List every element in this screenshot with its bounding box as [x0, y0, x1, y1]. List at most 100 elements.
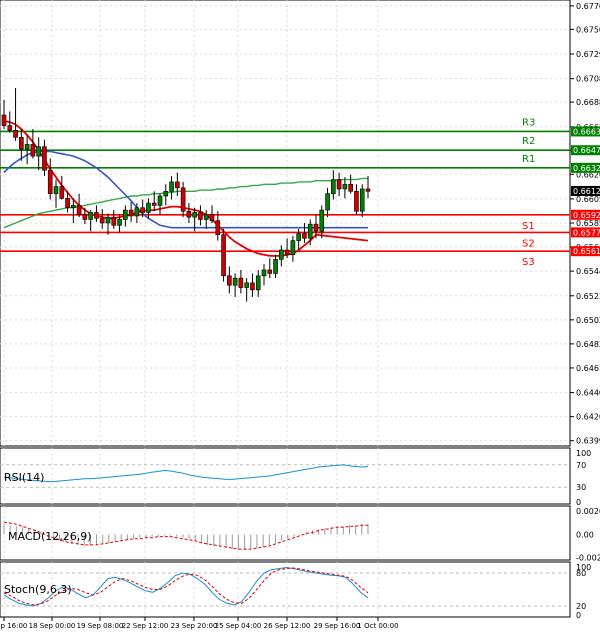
- macd-layer: 0.00263 0.00 -0.00223: [3, 507, 600, 563]
- candle-body: [7, 125, 13, 131]
- ma-fast-line-tail: [315, 233, 369, 242]
- rsi-tick-label: 0: [576, 498, 581, 507]
- price-tick-label: 0.63995: [576, 437, 600, 446]
- x-tick-label: 1 Oct 00:00: [357, 622, 398, 630]
- candle-body: [140, 207, 145, 213]
- candle-body: [319, 209, 325, 232]
- candle-body: [238, 277, 244, 288]
- candle-body: [209, 214, 215, 221]
- price-tick-label: 0.67500: [576, 25, 600, 34]
- candle-body: [180, 187, 186, 212]
- ma-slow-line: [3, 177, 368, 229]
- x-tick-label: 23 Sep 20:00: [171, 622, 218, 630]
- stoch-tick-label: 100: [576, 563, 591, 572]
- candle-body: [128, 209, 134, 217]
- candle-body: [94, 212, 99, 219]
- price-tick-label: 0.67080: [576, 75, 600, 84]
- candle-body: [42, 146, 47, 171]
- candle-body: [215, 220, 221, 236]
- level-name-s2: S2: [522, 238, 535, 249]
- level-name-r1: R1: [522, 154, 535, 165]
- candle-body: [232, 277, 238, 286]
- candle-body: [59, 186, 65, 199]
- price-tick-label: 0.65025: [576, 316, 600, 325]
- rsi-tick-label: 70: [576, 461, 586, 470]
- level-tag-r3: [571, 126, 600, 137]
- price-tick-label: 0.66880: [576, 98, 600, 107]
- candle-body: [192, 212, 197, 218]
- x-tick-label: 25 Sep 04:00: [215, 622, 262, 630]
- candle-body: [13, 129, 18, 138]
- candle-body: [163, 191, 169, 197]
- x-tick-label: 29 Sep 16:00: [314, 622, 361, 630]
- price-tick-label: 0.66265: [576, 170, 600, 179]
- candle-body: [354, 191, 359, 212]
- candle-body: [53, 186, 59, 194]
- stoch-panel-frame: [0, 561, 571, 618]
- candle-body: [250, 282, 255, 291]
- candle-body: [151, 202, 157, 206]
- candle-body: [186, 210, 192, 218]
- candle-body: [99, 218, 105, 224]
- macd-title: MACD(12,26,9): [8, 530, 92, 543]
- candle-body: [261, 269, 267, 277]
- stoch-tick-label: 0: [576, 611, 581, 620]
- rsi-tick-label: 30: [576, 483, 586, 492]
- candle-body: [30, 144, 36, 157]
- candle-body: [313, 223, 319, 232]
- stoch-tick-label: 20: [576, 602, 586, 611]
- candle-body: [19, 137, 24, 150]
- price-tick-label: 0.64405: [576, 389, 600, 398]
- candle-body: [1, 114, 7, 126]
- stoch-tick-label: 80: [576, 569, 586, 578]
- current-price-label: 0.66123: [573, 187, 600, 196]
- price-tick-label: 0.67700: [576, 2, 600, 11]
- candle-body: [117, 219, 122, 226]
- price-tick-label: 0.64200: [576, 413, 600, 422]
- candle-body: [36, 146, 41, 157]
- candle-body: [290, 240, 296, 255]
- candle-body: [307, 223, 313, 239]
- candle-body: [76, 205, 82, 216]
- current-price-tag: [571, 185, 600, 196]
- candle-body: [105, 216, 111, 224]
- candle-body: [302, 233, 307, 239]
- candle-body: [336, 179, 342, 190]
- rsi-panel-frame: [0, 447, 571, 505]
- candle-body: [221, 234, 226, 277]
- price-tick-label: 0.67290: [576, 50, 600, 59]
- macd-tick-label: 0.00: [576, 531, 594, 540]
- level-tag-s1: [571, 209, 600, 220]
- stoch-d-line: [3, 567, 369, 606]
- x-tick-label: 19 Sep 08:00: [77, 622, 124, 630]
- candle-body: [169, 181, 174, 192]
- candle-body: [348, 183, 353, 192]
- candle-body: [365, 188, 371, 192]
- price-tick-label: 0.64820: [576, 340, 600, 349]
- macd-panel-frame: [0, 505, 571, 561]
- candle-body: [273, 259, 278, 274]
- candle-body: [123, 209, 128, 220]
- price-tick-label: 0.64615: [576, 364, 600, 373]
- price-tick-label: 0.66055: [576, 195, 600, 204]
- candles-layer: [1, 88, 371, 302]
- level-name-s1: S1: [522, 221, 535, 232]
- candle-body: [342, 183, 348, 190]
- level-tag-s3: [571, 246, 600, 257]
- candle-body: [359, 188, 365, 212]
- candle-body: [284, 249, 290, 255]
- candle-body: [296, 233, 301, 241]
- macd-signal-line: [3, 521, 368, 550]
- macd-tick-label: -0.00223: [576, 554, 600, 563]
